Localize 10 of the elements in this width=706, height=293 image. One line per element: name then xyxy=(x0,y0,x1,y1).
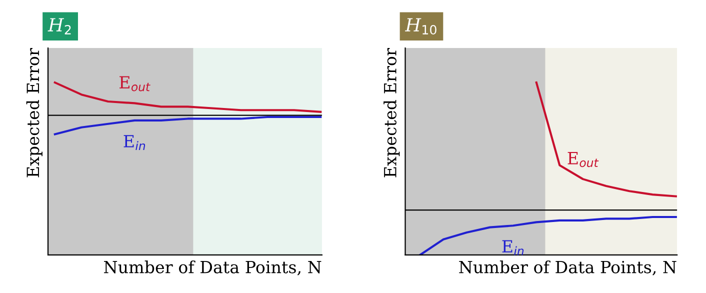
chart-title: H$_{10}$ xyxy=(404,18,436,35)
series-label: E$_{in}$ xyxy=(124,135,146,150)
x-axis-title: Number of Data Points, N xyxy=(459,260,676,276)
x-axis-title: Number of Data Points, N xyxy=(104,260,322,276)
y-axis-title: Expected Error xyxy=(26,48,42,178)
series-label: E$_{out}$ xyxy=(568,152,599,168)
series-label: E$_{in}$ xyxy=(502,240,524,256)
y-axis-title: Expected Error xyxy=(384,48,400,178)
chart-title: H$_{2}$ xyxy=(48,18,71,34)
series-label: E$_{out}$ xyxy=(120,76,150,92)
